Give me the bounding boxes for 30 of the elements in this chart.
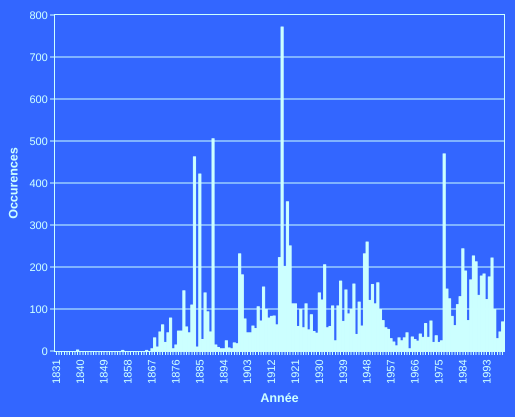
x-tick-label: 1939 [338,359,350,384]
x-tick-label: 1831 [50,359,63,384]
y-tick-label: 700 [29,52,48,64]
x-tick-label: 1840 [74,359,87,384]
x-tick-label: 1858 [122,359,135,384]
y-axis-title: Occurences [6,147,21,219]
x-tick-label: 1921 [290,359,302,384]
x-tick-label: 1984 [457,359,470,384]
y-tick-label: 600 [29,94,48,106]
x-tick-label: 1975 [433,359,446,384]
x-tick-label: 1930 [314,359,326,384]
y-tick-label: 400 [29,178,48,190]
y-tick-label: 800 [29,10,48,22]
x-tick-label: 1912 [266,359,278,384]
x-tick-label: 1957 [386,359,398,384]
x-tick-label: 1876 [170,359,182,384]
y-tick-label: 100 [29,304,48,316]
x-tick-label: 1966 [410,359,422,384]
x-tick-label: 1885 [194,359,206,384]
x-tick-label: 1903 [242,359,254,384]
y-tick-label: 500 [29,136,48,148]
x-axis-title: Année [260,391,299,406]
x-tick-label: 1993 [481,359,494,384]
x-tick-label: 1894 [218,359,230,384]
y-tick-label: 200 [29,262,48,274]
y-tick-label: 0 [42,346,48,358]
y-tick-label: 300 [29,220,48,232]
x-tick-label: 1849 [98,359,111,384]
x-tick-label: 1867 [146,359,159,384]
x-tick-label: 1948 [362,359,374,384]
